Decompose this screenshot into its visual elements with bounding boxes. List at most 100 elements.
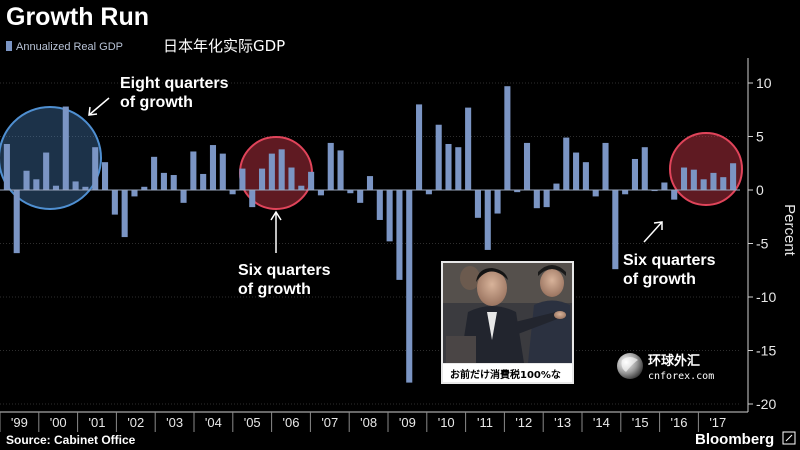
gdp-bar <box>376 190 383 220</box>
gdp-bar <box>680 167 688 190</box>
annotation-line-2: of growth <box>623 271 696 288</box>
gdp-bar <box>121 190 128 238</box>
gdp-bar <box>131 190 138 197</box>
x-tick-label: '07 <box>321 415 338 430</box>
gdp-bar <box>514 190 521 193</box>
x-tick-label: '99 <box>11 415 28 430</box>
y-tick-label: 0 <box>756 182 764 198</box>
gdp-bar <box>200 173 207 190</box>
source-text: Source: Cabinet Office <box>6 433 136 447</box>
gdp-bar <box>690 169 697 190</box>
gdp-bar <box>347 190 354 194</box>
gdp-bar <box>72 181 79 190</box>
gdp-bar <box>357 190 364 203</box>
gdp-bar <box>180 190 187 203</box>
gdp-bar <box>533 190 540 209</box>
gdp-bar <box>141 186 148 190</box>
gdp-bar <box>651 190 658 192</box>
bar-series <box>3 86 737 383</box>
y-axis-label: Percent <box>781 204 798 257</box>
x-tick-label: '12 <box>515 415 532 430</box>
watermark-chinese: 环球外汇 <box>648 353 700 369</box>
x-tick-label: '14 <box>593 415 610 430</box>
y-tick-label: 5 <box>756 129 764 145</box>
gdp-bar <box>631 158 638 190</box>
bloomberg-logo: Bloomberg <box>695 431 774 448</box>
annotation-line-1: Six quarters <box>623 252 716 269</box>
gdp-bar <box>317 190 324 196</box>
gdp-bar <box>435 124 442 190</box>
chart-title: Growth Run <box>6 3 149 31</box>
gdp-bar <box>62 106 69 190</box>
gdp-bar <box>3 143 10 190</box>
y-tick-label: -5 <box>756 236 769 252</box>
x-tick-label: '09 <box>399 415 416 430</box>
gdp-bar <box>720 177 727 190</box>
gdp-bar <box>582 162 589 190</box>
x-tick-label: '13 <box>554 415 571 430</box>
gdp-bar <box>396 190 403 280</box>
gdp-bar <box>170 175 177 190</box>
gdp-bar <box>308 171 315 190</box>
gdp-bar <box>406 190 413 383</box>
y-tick-label: -15 <box>756 343 776 359</box>
gdp-bar <box>445 143 452 190</box>
gdp-bar <box>641 147 648 190</box>
gdp-bar <box>386 190 393 242</box>
gdp-bar <box>298 185 305 190</box>
gdp-bar <box>13 190 20 254</box>
gdp-bar <box>219 153 226 190</box>
legend-swatch <box>6 41 12 51</box>
x-tick-label: '16 <box>671 415 688 430</box>
y-tick-label: -10 <box>756 289 776 305</box>
x-tick-label: '17 <box>709 415 726 430</box>
x-tick-label: '03 <box>166 415 183 430</box>
gdp-bar <box>602 142 609 190</box>
gdp-bar <box>249 190 256 208</box>
gdp-bar <box>268 153 275 190</box>
photo-caption: お前だけ消費税100%な <box>450 368 561 381</box>
x-tick-label: '01 <box>89 415 106 430</box>
gdp-bar <box>239 168 246 190</box>
annotation-line-2: of growth <box>238 281 311 298</box>
gdp-bar <box>111 190 118 215</box>
gdp-bar <box>43 152 50 190</box>
annotation-six-quarters-2005: Six quarters of growth <box>238 210 331 298</box>
gdp-bar <box>23 170 30 190</box>
gdp-bar <box>592 190 599 197</box>
gdp-bar <box>33 179 40 190</box>
expand-icon <box>782 431 796 445</box>
annotation-six-quarters-2016: Six quarters of growth <box>623 221 716 288</box>
gdp-bar <box>82 186 89 190</box>
politician-photo: お前だけ消費税100%な <box>441 261 574 384</box>
gdp-bar <box>209 145 217 190</box>
legend-label: Annualized Real GDP <box>16 41 123 53</box>
y-tick-label: 10 <box>756 75 772 91</box>
gdp-bar <box>229 190 236 195</box>
gdp-bar <box>455 147 462 190</box>
grid-lines <box>0 82 740 405</box>
gdp-bar <box>278 149 285 190</box>
gdp-bar <box>700 179 707 190</box>
gdp-bar <box>710 172 717 190</box>
gdp-bar <box>416 104 423 190</box>
gdp-bar <box>543 190 550 208</box>
legend-label-chinese: 日本年化实际GDP <box>163 37 285 55</box>
gdp-bar <box>92 147 99 190</box>
gdp-bar <box>337 150 344 190</box>
gdp-bar <box>730 163 737 190</box>
x-tick-label: '02 <box>127 415 144 430</box>
x-axis: '99 '00 '01 '02 '03 '04 '05 '06 '07 '08 '09 '10 '11 '… <box>0 411 748 432</box>
x-tick-label: '04 <box>205 415 222 430</box>
gdp-bar <box>504 86 511 190</box>
gdp-bar <box>622 190 629 195</box>
y-axis: 10 5 0 -5 -10 -15 -20 <box>747 58 776 412</box>
x-tick-label: '00 <box>50 415 67 430</box>
gdp-bar <box>259 168 266 190</box>
gdp-bar <box>573 152 580 190</box>
annotation-line-1: Six quarters <box>238 262 331 279</box>
gdp-bar <box>563 137 570 190</box>
cnforex-watermark: 环球外汇 cnforex.com <box>617 353 714 382</box>
x-tick-label: '05 <box>244 415 261 430</box>
